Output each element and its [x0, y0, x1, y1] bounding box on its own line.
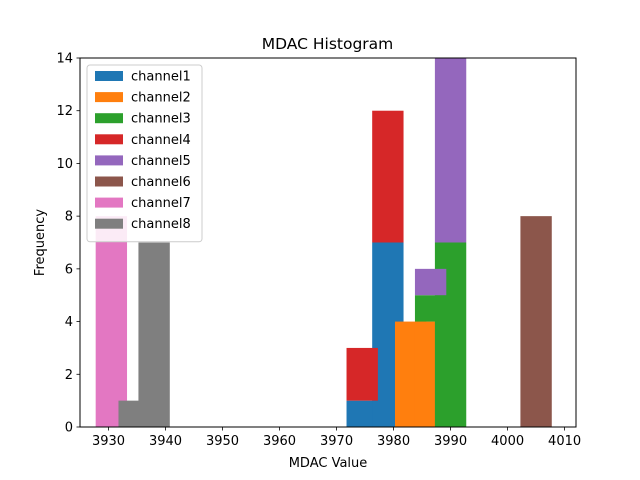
y-tick-label: 10: [56, 157, 73, 172]
y-tick-label: 0: [65, 421, 73, 436]
x-tick-label: 3960: [263, 434, 296, 449]
x-axis-label: MDAC Value: [289, 456, 368, 471]
x-tick-label: 4000: [491, 434, 524, 449]
x-tick-label: 3940: [149, 434, 182, 449]
x-tick-label: 3930: [92, 434, 125, 449]
y-tick-label: 14: [56, 52, 73, 67]
y-tick-label: 12: [56, 104, 73, 119]
y-axis-label: Frequency: [33, 209, 48, 276]
channel3-legend-swatch: [95, 113, 123, 124]
channel7-legend-label: channel7: [131, 196, 191, 211]
x-tick-label: 4010: [548, 434, 581, 449]
channel8-legend-swatch: [95, 218, 123, 229]
legend: channel1 channel2 channel3 channel4 channel5…: [86, 64, 203, 243]
y-tick-label: 6: [65, 262, 73, 277]
x-tick-label: 3980: [377, 434, 410, 449]
channel5-bar-1: [414, 268, 447, 296]
channel5-bar-2: [434, 58, 467, 243]
channel4-bar-1: [346, 347, 378, 401]
channel1-legend-label: channel1: [131, 70, 191, 85]
channel2-legend-label: channel2: [131, 91, 191, 106]
channel6-bar-1: [520, 216, 552, 427]
plot-frame: [79, 57, 577, 428]
channel6-legend-swatch: [95, 176, 123, 187]
channel8-legend-label: channel8: [131, 217, 191, 232]
channel3-legend-label: channel3: [131, 112, 191, 127]
y-tick-label: 8: [65, 210, 73, 225]
channel8-bar-2: [138, 242, 170, 427]
bars-layer: [95, 58, 552, 427]
channel4-legend-swatch: [95, 134, 123, 145]
channel2-legend-swatch: [95, 92, 123, 103]
y-tick-label: 4: [65, 315, 73, 330]
y-axis: 0 2 4 6 8 10 12 14: [56, 52, 80, 436]
channel7-legend-swatch: [95, 197, 123, 208]
x-tick-label: 3990: [434, 434, 467, 449]
x-tick-label: 3950: [206, 434, 239, 449]
x-axis: 3930 3940 3950 3960 3970 3980 3990 4000 4010: [92, 427, 581, 449]
channel4-bar-2: [372, 110, 404, 243]
channel1-legend-swatch: [95, 71, 123, 81]
y-tick-label: 2: [65, 368, 73, 383]
channel5-legend-swatch: [95, 155, 123, 166]
channel7-bar-1: [95, 216, 128, 427]
channel4-legend-label: channel4: [131, 133, 191, 148]
chart-title: MDAC Histogram: [262, 35, 394, 53]
channel5-legend-label: channel5: [131, 154, 191, 169]
x-tick-label: 3970: [320, 434, 353, 449]
channel6-legend-label: channel6: [131, 175, 191, 190]
